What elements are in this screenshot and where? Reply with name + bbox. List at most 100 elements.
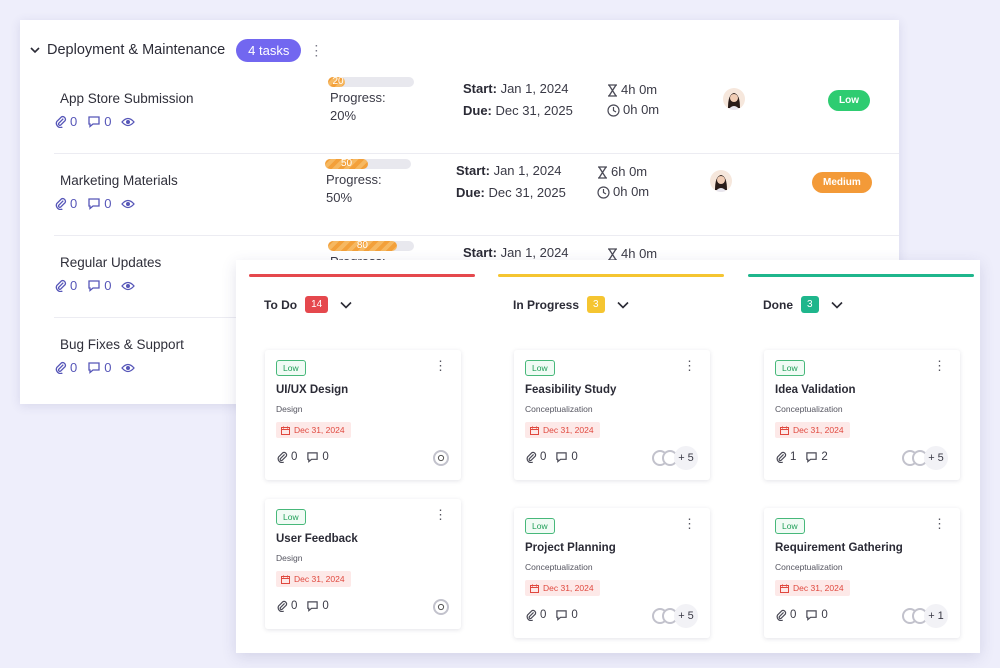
attachment-count: 0 xyxy=(70,114,78,129)
comment-icon[interactable] xyxy=(87,279,101,292)
column-header: To Do 14 xyxy=(264,296,352,313)
due-date-text: Dec 31, 2024 xyxy=(793,425,844,435)
comment-icon[interactable] xyxy=(87,115,101,128)
progress-percent: 50% xyxy=(326,190,353,205)
paperclip-icon[interactable] xyxy=(775,451,787,463)
progress-bar: 50 xyxy=(325,158,411,169)
more-assignees-count[interactable]: + 1 xyxy=(924,604,948,628)
comment-icon[interactable] xyxy=(805,451,818,463)
task-name[interactable]: Regular Updates xyxy=(60,255,162,270)
more-assignees-count[interactable]: + 5 xyxy=(674,446,698,470)
task-name[interactable]: Bug Fixes & Support xyxy=(60,337,184,352)
paperclip-icon[interactable] xyxy=(525,609,537,621)
eye-icon[interactable] xyxy=(121,198,136,210)
chevron-down-icon[interactable] xyxy=(617,301,629,309)
card-assignees[interactable] xyxy=(433,450,449,466)
eye-icon[interactable] xyxy=(121,280,136,292)
task-row[interactable]: App Store Submission 0 0 20 Progress: 20… xyxy=(20,72,899,154)
card-assignees[interactable]: + 5 xyxy=(902,446,948,470)
card-title[interactable]: Project Planning xyxy=(525,542,616,554)
paperclip-icon[interactable] xyxy=(54,279,67,292)
time-estimate: 4h 0m xyxy=(621,246,658,261)
group-menu-icon[interactable]: ⋮ xyxy=(309,41,324,58)
due-label: Due: xyxy=(463,103,492,118)
chevron-down-icon[interactable] xyxy=(830,301,843,309)
start-label: Start: xyxy=(456,163,490,178)
card-assignees[interactable]: + 5 xyxy=(652,604,698,628)
chevron-down-icon[interactable] xyxy=(340,301,352,309)
priority-badge[interactable]: Low xyxy=(828,90,870,111)
kanban-card[interactable]: Low ⋮ UI/UX Design Design Dec 31, 2024 0… xyxy=(265,350,461,480)
assignee-avatar[interactable] xyxy=(723,88,745,110)
comment-icon[interactable] xyxy=(306,451,319,463)
card-assignees[interactable] xyxy=(433,599,449,615)
progress-text: Progress: 50% xyxy=(326,171,382,207)
card-meta: 1 2 xyxy=(775,451,837,463)
card-title[interactable]: Feasibility Study xyxy=(525,384,617,396)
task-times: 4h 0m 0h 0m xyxy=(607,80,659,120)
card-assignees[interactable]: + 1 xyxy=(902,604,948,628)
card-category: Conceptualization xyxy=(775,404,843,414)
card-menu-icon[interactable]: ⋮ xyxy=(933,358,946,373)
paperclip-icon[interactable] xyxy=(775,609,787,621)
card-menu-icon[interactable]: ⋮ xyxy=(683,358,696,373)
column-title: Done xyxy=(763,297,793,312)
progress-percent: 20% xyxy=(330,108,357,123)
column-title: In Progress xyxy=(513,297,580,312)
chevron-down-icon[interactable] xyxy=(30,45,40,55)
card-menu-icon[interactable]: ⋮ xyxy=(434,507,447,522)
progress-fill xyxy=(328,77,346,87)
eye-icon[interactable] xyxy=(121,362,136,374)
card-title[interactable]: UI/UX Design xyxy=(276,384,349,396)
progress-text: Progress: 20% xyxy=(330,89,386,125)
due-date-chip: Dec 31, 2024 xyxy=(525,422,600,438)
due-date: Dec 31, 2025 xyxy=(488,185,566,200)
calendar-icon xyxy=(530,584,539,593)
card-title[interactable]: Idea Validation xyxy=(775,384,856,396)
kanban-card[interactable]: Low ⋮ User Feedback Design Dec 31, 2024 … xyxy=(265,499,461,629)
paperclip-icon[interactable] xyxy=(276,600,288,612)
priority-badge[interactable]: Medium xyxy=(812,172,872,193)
comment-icon[interactable] xyxy=(87,361,101,374)
task-row[interactable]: Bug Fixes & Support 0 0 xyxy=(20,318,899,400)
card-assignees[interactable]: + 5 xyxy=(652,446,698,470)
more-assignees-count[interactable]: + 5 xyxy=(674,604,698,628)
card-category: Conceptualization xyxy=(525,562,593,572)
comment-icon[interactable] xyxy=(805,609,818,621)
task-times: 4h 0m xyxy=(607,244,657,264)
assignee-avatar[interactable] xyxy=(710,170,732,192)
card-meta: 0 0 xyxy=(276,600,338,612)
kanban-card[interactable]: Low ⋮ Idea Validation Conceptualization … xyxy=(764,350,960,480)
card-menu-icon[interactable]: ⋮ xyxy=(434,358,447,373)
card-title[interactable]: Requirement Gathering xyxy=(775,542,903,554)
time-estimate: 4h 0m xyxy=(621,82,658,97)
task-name[interactable]: Marketing Materials xyxy=(60,173,178,188)
more-assignees-count[interactable]: + 5 xyxy=(924,446,948,470)
card-menu-icon[interactable]: ⋮ xyxy=(933,516,946,531)
paperclip-icon[interactable] xyxy=(525,451,537,463)
task-row[interactable]: Marketing Materials 0 0 50 Progress: 50%… xyxy=(20,154,899,236)
due-date-chip: Dec 31, 2024 xyxy=(775,580,850,596)
paperclip-icon[interactable] xyxy=(54,197,67,210)
card-menu-icon[interactable]: ⋮ xyxy=(683,516,696,531)
comment-icon[interactable] xyxy=(555,451,568,463)
task-name[interactable]: App Store Submission xyxy=(60,91,194,106)
column-todo: To Do 14 Low ⋮ UI/UX Design Design Dec 3… xyxy=(249,274,475,653)
kanban-card[interactable]: Low ⋮ Requirement Gathering Conceptualiz… xyxy=(764,508,960,638)
kanban-card[interactable]: Low ⋮ Project Planning Conceptualization… xyxy=(514,508,710,638)
paperclip-icon[interactable] xyxy=(276,451,288,463)
paperclip-icon[interactable] xyxy=(54,115,67,128)
card-title[interactable]: User Feedback xyxy=(276,533,358,545)
kanban-card[interactable]: Low ⋮ Feasibility Study Conceptualizatio… xyxy=(514,350,710,480)
start-date: Jan 1, 2024 xyxy=(500,81,569,96)
time-estimate: 6h 0m xyxy=(611,164,648,179)
card-meta: 0 0 xyxy=(525,609,587,621)
comment-icon[interactable] xyxy=(306,600,319,612)
card-category: Design xyxy=(276,553,303,563)
task-meta: 0 0 xyxy=(54,114,148,129)
comment-icon[interactable] xyxy=(87,197,101,210)
calendar-icon xyxy=(281,575,290,584)
paperclip-icon[interactable] xyxy=(54,361,67,374)
eye-icon[interactable] xyxy=(121,116,136,128)
comment-icon[interactable] xyxy=(555,609,568,621)
